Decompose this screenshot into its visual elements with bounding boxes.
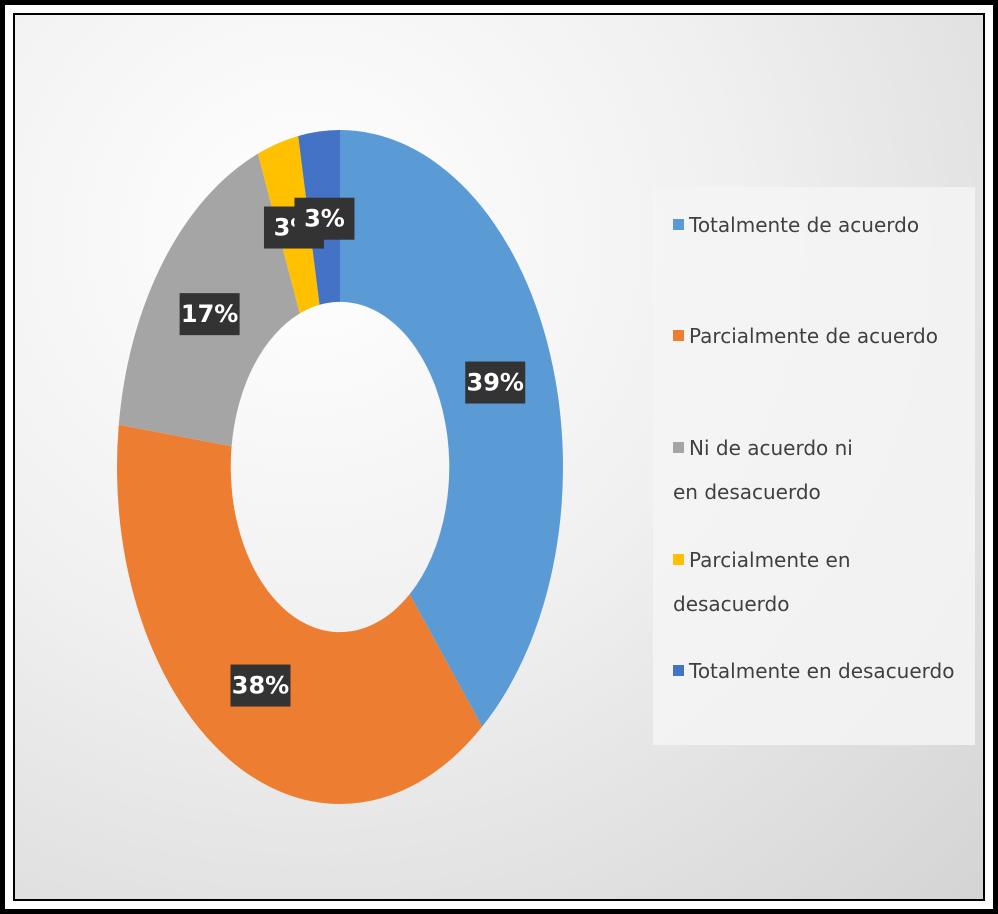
- legend-swatch: [673, 665, 684, 676]
- legend-swatch: [673, 442, 684, 453]
- legend-item: Ni de acuerdo ni en desacuerdo: [673, 426, 873, 514]
- legend: Totalmente de acuerdo Parcialmente de acu…: [653, 187, 975, 745]
- legend-label: Parcialmente de acuerdo: [689, 324, 938, 348]
- data-label: 39%: [467, 369, 524, 397]
- legend-label: Totalmente de acuerdo: [689, 213, 920, 237]
- legend-item: Parcialmente de acuerdo: [673, 314, 973, 358]
- data-label-box: [465, 361, 526, 404]
- donut-slice: [340, 130, 563, 727]
- legend-item: Parcialmente en desacuerdo: [673, 538, 973, 626]
- data-label: 3%: [304, 205, 345, 233]
- legend-label: Parcialmente en desacuerdo: [673, 548, 851, 616]
- legend-label: Totalmente en desacuerdo: [689, 659, 955, 683]
- legend-swatch: [673, 219, 684, 230]
- data-label-box: [230, 664, 291, 707]
- legend-swatch: [673, 554, 684, 565]
- legend-item: Totalmente de acuerdo: [673, 203, 973, 247]
- data-label: 17%: [181, 300, 238, 328]
- legend-item: Totalmente en desacuerdo: [673, 649, 973, 693]
- legend-label: Ni de acuerdo ni en desacuerdo: [673, 436, 853, 504]
- data-label-box: [294, 197, 355, 240]
- legend-swatch: [673, 330, 684, 341]
- data-label-box: [179, 293, 240, 336]
- chart: 39%38%17%3%3%: [116, 130, 563, 804]
- chart-area: 39% 38% 17% 3% 3% Totalmente de acuerdo Parci…: [13, 13, 985, 901]
- donut-slice: [116, 424, 483, 804]
- data-label: 38%: [232, 672, 289, 700]
